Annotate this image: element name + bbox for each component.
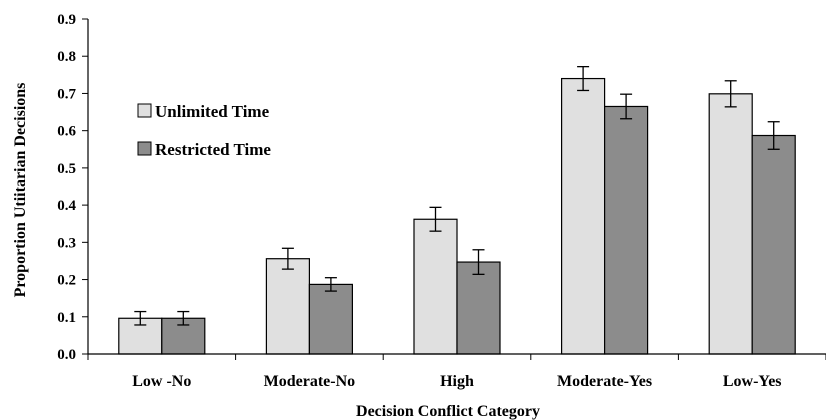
bar-restricted xyxy=(751,134,796,355)
bar-unlimited xyxy=(413,218,458,355)
legend-label-unlimited: Unlimited Time xyxy=(155,102,270,121)
y-axis-title: Proportion Utiitarian Decisions xyxy=(12,83,29,298)
y-tick-label: 0.7 xyxy=(57,86,76,102)
y-tick-label: 0.3 xyxy=(57,235,76,251)
y-axis-ticks: 0.0 0.1 0.2 0.3 0.4 0.5 0.6 0.7 0.8 0.9 xyxy=(57,12,88,363)
legend-swatch-unlimited xyxy=(137,103,152,118)
x-tick-label: Moderate-Yes xyxy=(557,373,652,390)
bar-restricted xyxy=(456,261,501,355)
x-tick-label: Low-Yes xyxy=(723,373,782,390)
x-axis-labels: Low -No Moderate-No High Moderate-Yes Low-Ye… xyxy=(132,373,781,390)
legend-swatch-restricted xyxy=(137,141,152,156)
axes xyxy=(87,19,826,360)
bar-restricted xyxy=(308,283,353,355)
y-tick-label: 0.4 xyxy=(57,198,76,214)
bar-unlimited xyxy=(265,258,310,355)
y-tick-label: 0.6 xyxy=(57,124,76,140)
x-axis-title: Decision Conflict Category xyxy=(356,403,540,420)
y-tick-label: 0.8 xyxy=(57,49,76,65)
y-tick-label: 0.0 xyxy=(57,347,76,363)
bar-restricted xyxy=(603,105,649,355)
legend-label-restricted: Restricted Time xyxy=(155,140,271,159)
y-tick-label: 0.5 xyxy=(57,161,76,177)
x-tick-label: Low -No xyxy=(132,373,191,390)
x-tick-label: High xyxy=(440,373,474,390)
y-tick-label: 0.1 xyxy=(57,310,76,326)
legend: Unlimited Time Restricted Time xyxy=(137,102,271,159)
bar-unlimited xyxy=(708,93,753,355)
y-tick-label: 0.9 xyxy=(57,12,76,28)
error-bars xyxy=(134,65,780,326)
bar-unlimited xyxy=(560,77,606,355)
y-tick-label: 0.2 xyxy=(57,273,76,289)
x-tick-label: Moderate-No xyxy=(264,373,356,390)
